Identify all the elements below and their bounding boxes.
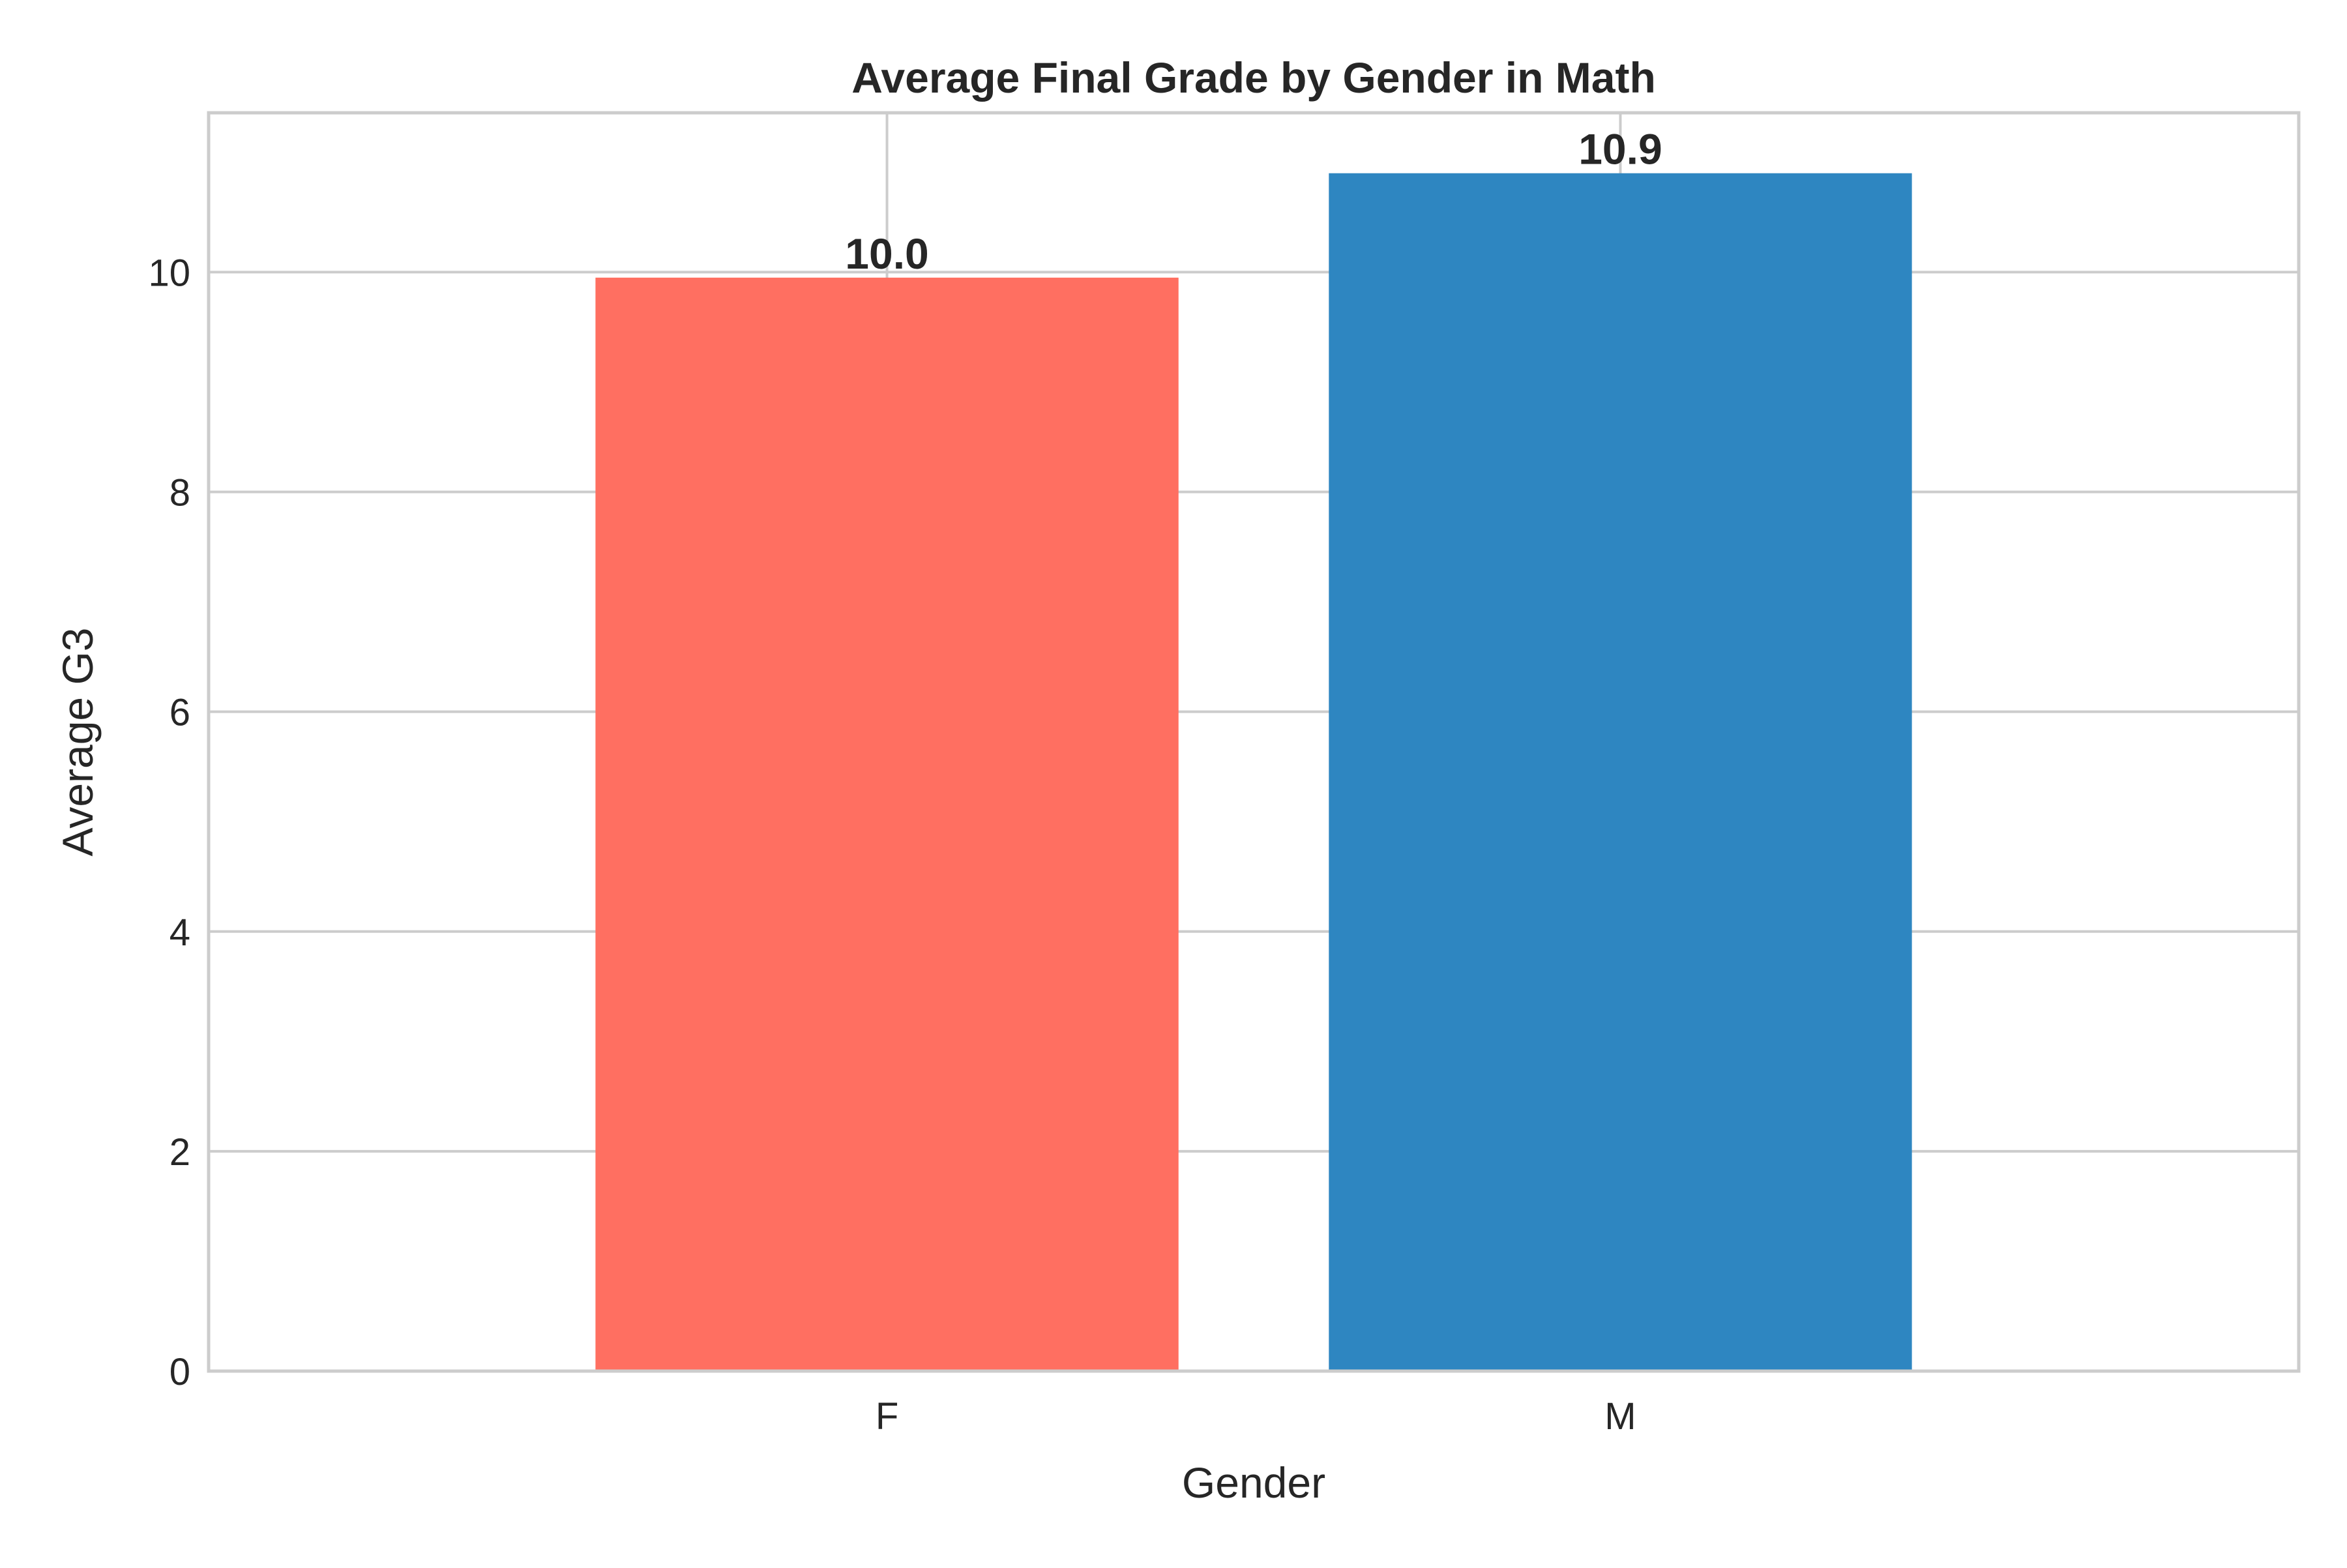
x-axis-label: Gender	[1182, 1458, 1325, 1507]
bars	[595, 173, 1912, 1372]
bar-m	[1329, 173, 1912, 1372]
bar-f	[595, 277, 1179, 1372]
bar-value-labels: 10.0 10.9	[845, 125, 1662, 278]
bar-value-label: 10.9	[1578, 125, 1662, 173]
x-tick-label: F	[876, 1395, 898, 1438]
y-axis-label: Average G3	[53, 627, 102, 856]
chart-title: Average Final Grade by Gender in Math	[851, 53, 1656, 102]
y-tick-labels: 0 2 4 6 8 10	[148, 252, 190, 1393]
y-tick-label: 0	[170, 1351, 190, 1393]
bar-value-label: 10.0	[845, 229, 928, 278]
y-tick-label: 8	[170, 472, 190, 514]
y-tick-label: 10	[148, 252, 190, 294]
plot-frame	[207, 111, 2301, 1373]
y-tick-label: 6	[170, 692, 190, 734]
x-tick-label: M	[1604, 1395, 1636, 1438]
y-tick-label: 2	[170, 1131, 190, 1174]
y-tick-label: 4	[170, 911, 190, 954]
